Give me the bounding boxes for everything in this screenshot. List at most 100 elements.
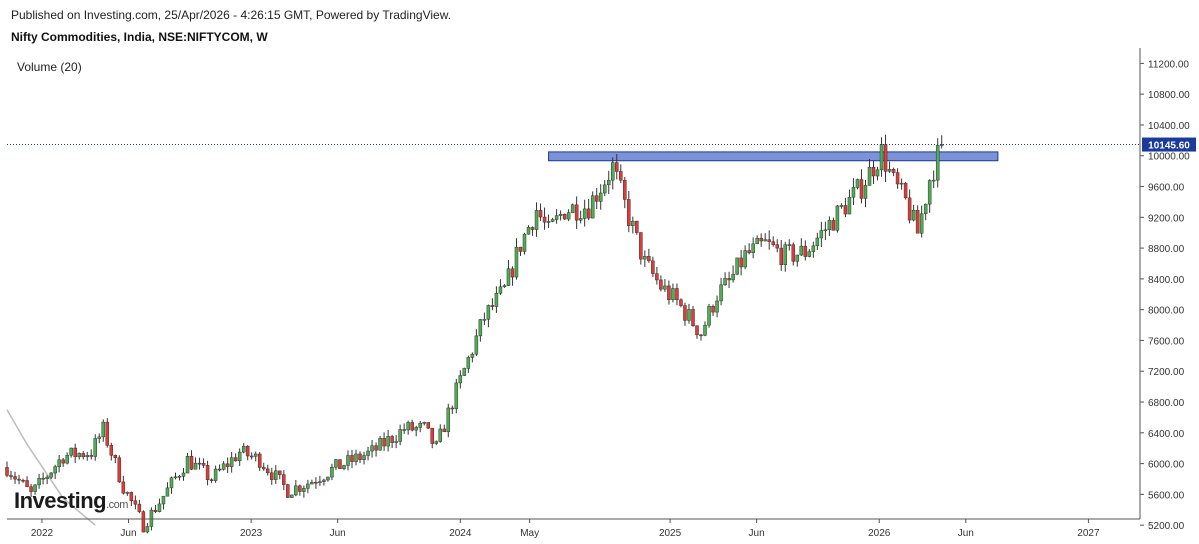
candle-body bbox=[306, 483, 310, 489]
candle-body bbox=[370, 445, 374, 452]
candle-body bbox=[795, 254, 800, 262]
y-tick-label: 8400.00 bbox=[1148, 275, 1185, 286]
candle-body bbox=[703, 324, 707, 336]
candle-body bbox=[847, 196, 852, 215]
candle-body bbox=[318, 481, 322, 483]
candle-body bbox=[322, 479, 326, 482]
y-tick-label: 5200.00 bbox=[1148, 521, 1185, 532]
candle-body bbox=[49, 472, 53, 478]
candle-body bbox=[450, 407, 455, 410]
candle-body bbox=[611, 162, 615, 181]
resistance-zone bbox=[548, 151, 999, 162]
candle-body bbox=[374, 445, 378, 451]
y-tick-label: 5600.00 bbox=[1148, 490, 1185, 501]
candle-body bbox=[699, 334, 703, 337]
candle-body bbox=[534, 210, 539, 230]
candle-body bbox=[502, 285, 507, 288]
candle-body bbox=[679, 299, 683, 306]
candle-body bbox=[623, 179, 627, 200]
candle-body bbox=[915, 209, 920, 234]
candle-body bbox=[346, 455, 350, 466]
candle-body bbox=[446, 407, 451, 433]
y-tick-label: 9600.00 bbox=[1148, 183, 1185, 194]
candle-body bbox=[675, 288, 679, 301]
candle-body bbox=[867, 166, 872, 186]
candle-body bbox=[871, 166, 876, 177]
candle-body bbox=[69, 447, 73, 456]
candle-body bbox=[835, 205, 840, 231]
candle-body bbox=[647, 256, 651, 262]
candle-body bbox=[643, 256, 647, 260]
x-tick-label: 2026 bbox=[868, 528, 891, 539]
candle-body bbox=[615, 162, 619, 172]
y-tick-label: 10000.00 bbox=[1148, 152, 1190, 163]
candle-body bbox=[875, 169, 880, 177]
y-tick-label: 7200.00 bbox=[1148, 367, 1185, 378]
candle-body bbox=[257, 453, 262, 468]
candle-body bbox=[386, 436, 390, 447]
candle-body bbox=[157, 503, 162, 512]
volume-indicator-label[interactable]: Volume (20) bbox=[17, 60, 82, 74]
candle-body bbox=[105, 421, 110, 446]
candle-body bbox=[274, 470, 278, 480]
y-tick-label: 10800.00 bbox=[1148, 90, 1190, 101]
candle-body bbox=[671, 288, 675, 300]
candle-body bbox=[161, 495, 166, 505]
y-tick-label: 8000.00 bbox=[1148, 306, 1185, 317]
candle-body bbox=[326, 476, 330, 481]
candle-body bbox=[594, 195, 599, 202]
candle-body bbox=[13, 476, 17, 480]
y-tick-label: 10400.00 bbox=[1148, 121, 1190, 132]
candle-body bbox=[434, 441, 438, 444]
published-info: Published on Investing.com, 25/Apr/2026 … bbox=[11, 8, 452, 22]
candle-body bbox=[21, 479, 25, 482]
candle-body bbox=[362, 455, 366, 460]
candle-body bbox=[213, 468, 218, 481]
x-tick-label: 2027 bbox=[1077, 528, 1100, 539]
candle-body bbox=[45, 476, 49, 479]
candle-body bbox=[474, 335, 479, 355]
candle-body bbox=[775, 244, 779, 249]
candle-body bbox=[290, 494, 294, 498]
candle-body bbox=[177, 475, 182, 478]
candle-body bbox=[823, 229, 828, 232]
candle-body bbox=[851, 187, 856, 198]
candle-body bbox=[302, 488, 306, 492]
resistance-zone-layer bbox=[548, 151, 999, 162]
candle-body bbox=[919, 213, 924, 234]
candle-body bbox=[590, 195, 595, 219]
candle-body bbox=[743, 250, 747, 268]
candle-body bbox=[691, 309, 695, 326]
candle-body bbox=[839, 205, 844, 207]
candle-body bbox=[478, 319, 483, 337]
candle-body bbox=[598, 192, 603, 202]
candle-body bbox=[510, 268, 515, 278]
candle-body bbox=[241, 445, 246, 453]
candle-body bbox=[137, 503, 142, 512]
candle-body bbox=[129, 492, 134, 501]
candle-body bbox=[153, 509, 158, 512]
candle-body bbox=[735, 257, 739, 275]
candle-body bbox=[843, 205, 848, 215]
y-tick-label: 6800.00 bbox=[1148, 398, 1185, 409]
candle-body bbox=[185, 456, 190, 474]
candle-body bbox=[859, 179, 864, 199]
candle-body bbox=[751, 243, 755, 253]
candle-body bbox=[779, 247, 783, 265]
candle-body bbox=[310, 481, 314, 485]
candle-body bbox=[827, 220, 832, 231]
candle-body bbox=[173, 476, 178, 479]
candle-body bbox=[141, 511, 146, 533]
candle-body bbox=[410, 422, 414, 431]
axes-layer: 11200.00 10800.00 10400.00 10000.00 9600.00 9… bbox=[7, 48, 1190, 539]
candle-body bbox=[354, 453, 358, 462]
candle-body bbox=[759, 237, 763, 242]
candle-body bbox=[771, 241, 775, 245]
candle-body bbox=[522, 233, 527, 252]
candle-body bbox=[486, 305, 491, 320]
candle-body bbox=[831, 220, 836, 231]
candle-body bbox=[855, 179, 860, 188]
candles-layer bbox=[5, 134, 944, 534]
y-tick-label: 8800.00 bbox=[1148, 244, 1185, 255]
